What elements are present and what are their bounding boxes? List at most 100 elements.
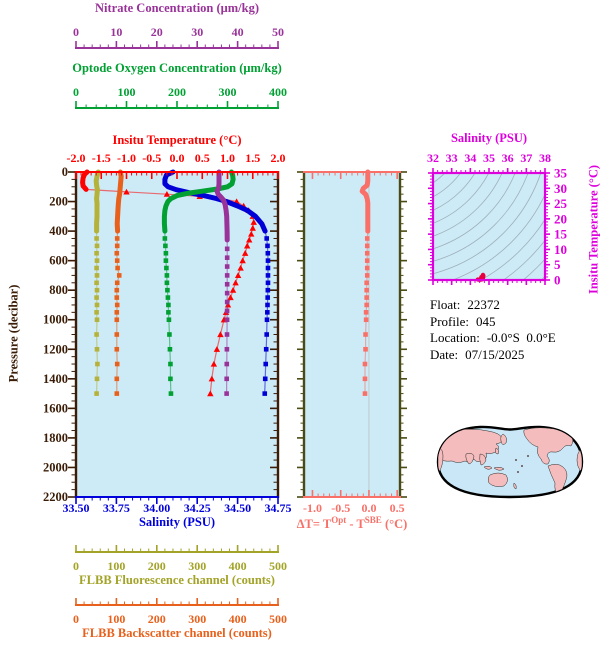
tick-label: 1.0 xyxy=(220,151,235,165)
delta-t-title-suffix: (°C) xyxy=(381,517,408,532)
tick-label: 20 xyxy=(554,211,567,226)
tick-label: 33.50 xyxy=(63,501,90,515)
nitrate-axis-title: Nitrate Concentration (μm/kg) xyxy=(95,1,259,15)
float-info-line: Location: -0.0°S 0.0°E xyxy=(430,330,556,347)
float-value: 22372 xyxy=(467,297,500,312)
float-info-line: Float: 22372 xyxy=(430,297,556,314)
tick-label: -1.0 xyxy=(303,501,322,515)
float-info-line: Date: 07/15/2025 xyxy=(430,347,556,364)
tick-label: 37 xyxy=(520,151,532,165)
profile-flbb-fluorescence-markers xyxy=(94,236,100,396)
tick-label: 0 xyxy=(73,612,79,626)
profile-salinity-thick xyxy=(162,169,268,234)
tick-label: 34 xyxy=(464,151,476,165)
profile-flbb-backscatter-markers xyxy=(114,236,122,396)
tick-label: 0 xyxy=(554,273,561,288)
profile-flbb-fluorescence-thick xyxy=(93,169,101,234)
tick-label: 100 xyxy=(107,559,125,573)
tick-label: 34.50 xyxy=(224,501,251,515)
oxygen-axis-title: Optode Oxygen Concentration (μm/kg) xyxy=(72,61,282,75)
tick-label: 200 xyxy=(148,612,166,626)
float-label: Float: xyxy=(430,297,461,312)
tick-label: 600 xyxy=(49,254,68,268)
tick-label: 0.0 xyxy=(361,501,376,515)
tick-label: 1600 xyxy=(43,401,68,415)
tick-label: 300 xyxy=(219,85,237,99)
tick-label: 0.5 xyxy=(195,151,210,165)
tick-label: 300 xyxy=(188,612,206,626)
tick-label: 30 xyxy=(554,181,567,196)
tick-label: 1000 xyxy=(43,313,68,327)
tick-label: 400 xyxy=(49,224,68,238)
tick-label: 0 xyxy=(73,85,79,99)
tick-label: 200 xyxy=(168,85,186,99)
tick-label: 40 xyxy=(232,25,244,39)
profile-delta-t-markers xyxy=(362,236,370,396)
pressure-axis-title: Pressure (decibar) xyxy=(6,284,21,383)
tick-label: 2200 xyxy=(43,490,68,504)
salinity-axis-title: Salinity (PSU) xyxy=(138,515,216,529)
delta-t-title-prefix: ΔT= T xyxy=(296,517,332,532)
profile-delta-t-thick xyxy=(359,169,371,234)
tick-label: 1800 xyxy=(43,431,68,445)
tick-label: 0.5 xyxy=(390,501,405,515)
tick-label: 32 xyxy=(427,151,439,165)
delta-t-axis-title: ΔT= TOpt - TSBE (°C) xyxy=(278,515,426,532)
profile-nitrate-markers xyxy=(224,246,230,396)
backscatter-axis-title: FLBB Backscatter channel (counts) xyxy=(82,626,272,640)
tick-label: 15 xyxy=(554,227,568,242)
delta-t-title-sup1: Opt xyxy=(331,515,347,525)
tick-label: 400 xyxy=(269,85,287,99)
tick-label: 50 xyxy=(272,25,284,39)
tick-label: -0.5 xyxy=(331,501,350,515)
ts-salinity-axis-title: Salinity (PSU) xyxy=(450,131,528,145)
profile-label: Profile: xyxy=(430,313,469,329)
profile-salinity-markers xyxy=(262,236,271,396)
tick-label: 300 xyxy=(188,559,206,573)
tick-label: 0 xyxy=(62,165,68,179)
tick-label: 38 xyxy=(539,151,551,165)
tick-label: 10 xyxy=(554,242,567,257)
profile-optode-oxygen-markers xyxy=(162,236,174,396)
fluorescence-axis-title: FLBB Fluorescence channel (counts) xyxy=(79,573,275,587)
tick-label: 34.00 xyxy=(143,501,170,515)
profile-flbb-backscatter-thick xyxy=(114,169,124,234)
world-map xyxy=(436,425,584,499)
tick-label: -0.5 xyxy=(142,151,161,165)
tick-label: 34.25 xyxy=(184,501,211,515)
float-info-block: Float: 22372 Profile: 045 Location: -0.0°S … xyxy=(430,297,556,363)
tick-label: 500 xyxy=(269,559,287,573)
profile-nitrate-thick xyxy=(214,169,230,243)
tick-label: 800 xyxy=(49,283,68,297)
main-panel-bg xyxy=(76,172,278,497)
delta-t-title-mid: - T xyxy=(346,517,365,532)
tick-label: 100 xyxy=(118,85,136,99)
tick-label: -2.0 xyxy=(67,151,86,165)
tick-label: -1.5 xyxy=(92,151,111,165)
delta-t-title-sup2: SBE xyxy=(364,515,382,525)
profile-insitu-temperature-line xyxy=(81,171,255,394)
tick-label: 0 xyxy=(73,559,79,573)
tick-label: 200 xyxy=(49,195,68,209)
delta-t-panel-bg xyxy=(304,172,400,497)
tick-label: 1200 xyxy=(43,342,68,356)
float-info-line: Profile: 045 xyxy=(430,314,556,331)
ts-panel-bg xyxy=(433,173,545,280)
tick-label: 100 xyxy=(107,612,125,626)
tick-label: 1.5 xyxy=(245,151,260,165)
temperature-axis-title: Insitu Temperature (°C) xyxy=(112,133,242,147)
profile-optode-oxygen-thick xyxy=(161,169,236,234)
profile-insitu-temperature-thick xyxy=(80,169,90,192)
tick-label: 5 xyxy=(554,257,561,272)
location-label: Location: xyxy=(430,330,480,345)
tick-label: 33 xyxy=(446,151,458,165)
tick-label: 35 xyxy=(554,166,568,181)
date-value: 07/15/2025 xyxy=(465,346,525,362)
tick-label: 1400 xyxy=(43,372,68,386)
tick-label: 33.75 xyxy=(103,501,130,515)
tick-label: 2.0 xyxy=(271,151,286,165)
tick-label: 2000 xyxy=(43,460,68,474)
tick-label: 35 xyxy=(483,151,495,165)
